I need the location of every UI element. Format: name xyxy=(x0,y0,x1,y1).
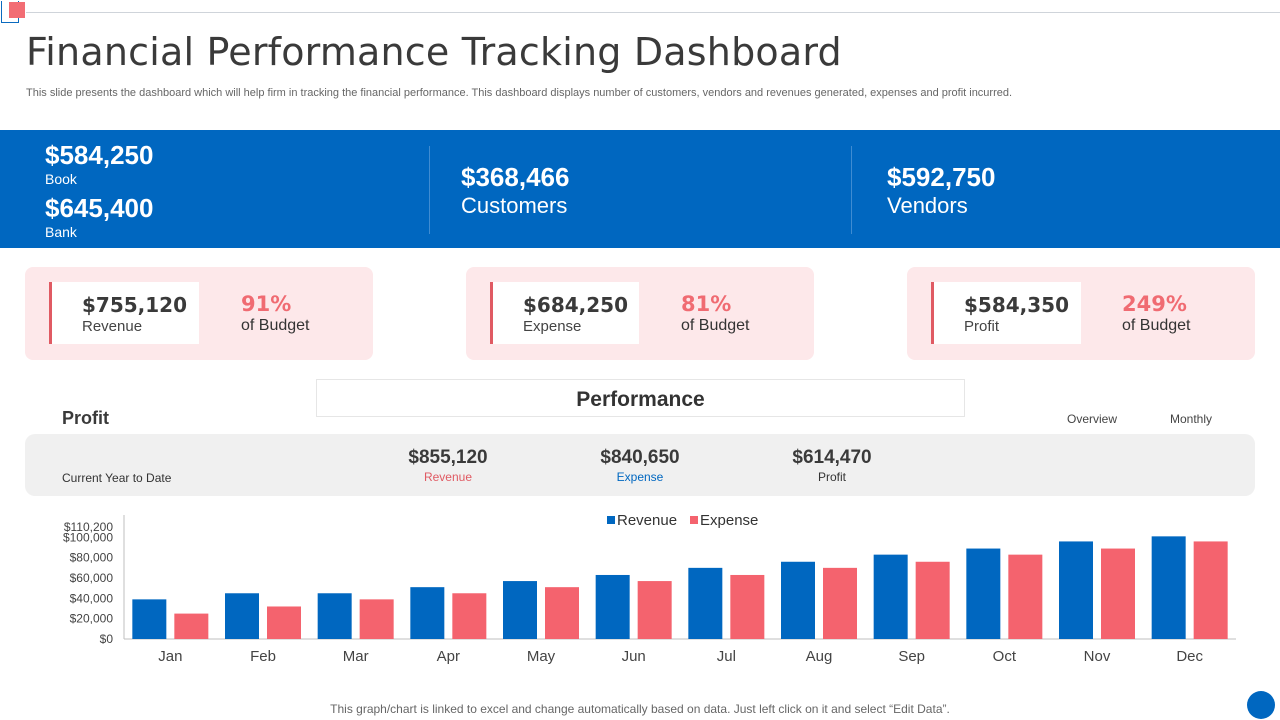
corner-dot-decoration xyxy=(1247,691,1275,719)
x-tick-label: Jan xyxy=(158,648,182,665)
revenue-bar-oct xyxy=(966,548,1001,639)
ytd-summary: Current Year to Date $855,120 Revenue $8… xyxy=(25,434,1255,496)
book-value: $584,250 xyxy=(45,140,154,170)
vendors-label: Vendors xyxy=(887,193,968,218)
x-tick-label: May xyxy=(527,648,556,665)
y-tick-label: $80,000 xyxy=(70,551,114,565)
profit-heading: Profit xyxy=(62,408,109,428)
performance-header: Performance xyxy=(316,379,965,417)
expense-bar-feb xyxy=(267,606,301,639)
revenue-legend-swatch xyxy=(607,516,615,524)
tab-monthly[interactable]: Monthly xyxy=(1170,412,1213,426)
profit-card: $584,350 Profit 249% of Budget xyxy=(907,267,1255,360)
bank-value: $645,400 xyxy=(45,193,154,223)
bank-label: Bank xyxy=(45,224,77,240)
ytd-expense-value: $840,650 xyxy=(600,447,680,468)
revenue-bar-aug xyxy=(781,561,815,639)
tab-overview[interactable]: Overview xyxy=(1067,412,1118,426)
y-tick-label: $0 xyxy=(100,632,114,646)
banner-divider xyxy=(851,146,852,234)
page-subtitle: This slide presents the dashboard which … xyxy=(26,87,1013,99)
expense-bar-oct xyxy=(1008,554,1043,639)
expense-bar-nov xyxy=(1101,548,1135,639)
customers-label: Customers xyxy=(461,193,568,218)
x-tick-label: Jul xyxy=(717,648,736,665)
x-tick-label: Sep xyxy=(898,648,925,665)
expense-amount: $684,250 xyxy=(523,293,629,317)
ytd-revenue-label: Revenue xyxy=(423,470,473,484)
revenue-bar-dec xyxy=(1151,536,1186,639)
vendors-value: $592,750 xyxy=(887,162,996,192)
profit-label: Profit xyxy=(964,318,1000,335)
ytd-profit-value: $614,470 xyxy=(792,447,872,468)
revenue-bar-jul xyxy=(688,567,723,639)
x-tick-label: Jun xyxy=(622,648,646,665)
revenue-bar-sep xyxy=(873,554,908,639)
revenue-legend-label: Revenue xyxy=(617,512,677,529)
y-tick-label: $100,000 xyxy=(63,530,113,544)
expense-bar-dec xyxy=(1193,541,1228,639)
profit-budget-pct: 249% xyxy=(1122,292,1187,316)
revenue-bar-feb xyxy=(225,593,259,639)
footnote: This graph/chart is linked to excel and … xyxy=(330,702,950,716)
expense-bar-mar xyxy=(359,599,394,639)
profit-amount: $584,350 xyxy=(964,293,1070,317)
profit-of-budget: of Budget xyxy=(1122,317,1191,334)
customers-value: $368,466 xyxy=(461,162,570,192)
expense-card: $684,250 Expense 81% of Budget xyxy=(466,267,814,360)
banner-divider xyxy=(429,146,430,234)
top-divider xyxy=(26,12,1280,13)
revenue-bar-apr xyxy=(410,587,445,639)
x-tick-label: Feb xyxy=(250,648,276,665)
expense-bar-apr xyxy=(452,593,487,639)
performance-title: Performance xyxy=(576,388,705,411)
revenue-bar-mar xyxy=(317,593,352,639)
y-tick-label: $110,200 xyxy=(64,520,113,534)
expense-of-budget: of Budget xyxy=(681,317,750,334)
revenue-bar-jan xyxy=(132,599,167,639)
expense-bar-jun xyxy=(637,581,672,639)
expense-bar-jan xyxy=(174,613,209,639)
expense-legend-label: Expense xyxy=(700,512,758,529)
monthly-bar-chart[interactable]: $0 $20,000 $40,000 $60,000 $80,000 $100,000$1… xyxy=(40,505,1250,675)
corner-square-decoration xyxy=(9,2,25,18)
expense-budget-pct: 81% xyxy=(681,292,732,316)
y-tick-label: $60,000 xyxy=(70,571,114,585)
revenue-card-inner: $755,120 Revenue xyxy=(49,282,199,344)
kpi-banner: $584,250 Book $645,400 Bank $368,466 Cus… xyxy=(0,130,1280,248)
y-tick-label: $20,000 xyxy=(70,612,114,626)
x-tick-label: Dec xyxy=(1176,648,1203,665)
page-title: Financial Performance Tracking Dashboard xyxy=(26,30,842,74)
revenue-budget-pct: 91% xyxy=(241,292,292,316)
revenue-of-budget: of Budget xyxy=(241,317,310,334)
expense-card-inner: $684,250 Expense xyxy=(490,282,639,344)
x-tick-label: Nov xyxy=(1084,648,1111,665)
book-label: Book xyxy=(45,171,77,187)
expense-bar-jul xyxy=(730,574,765,639)
ytd-profit-label: Profit xyxy=(817,470,846,484)
expense-legend-swatch xyxy=(690,516,698,524)
revenue-bar-may xyxy=(503,581,537,639)
revenue-bar-jun xyxy=(595,574,630,639)
expense-bar-aug xyxy=(823,567,857,639)
ytd-expense-label: Expense xyxy=(616,470,664,484)
x-tick-label: Mar xyxy=(343,648,369,665)
revenue-card: $755,120 Revenue 91% of Budget xyxy=(25,267,373,360)
revenue-bar-nov xyxy=(1059,541,1093,639)
y-tick-label: $40,000 xyxy=(70,591,114,605)
expense-bar-may xyxy=(545,587,579,639)
ytd-label: Current Year to Date xyxy=(62,471,172,485)
x-tick-label: Apr xyxy=(437,648,460,665)
ytd-revenue-value: $855,120 xyxy=(408,447,488,468)
revenue-label: Revenue xyxy=(82,318,143,335)
expense-label: Expense xyxy=(523,318,582,335)
profit-card-inner: $584,350 Profit xyxy=(931,282,1081,344)
revenue-amount: $755,120 xyxy=(82,293,188,317)
x-tick-label: Oct xyxy=(993,648,1017,665)
expense-bar-sep xyxy=(915,561,950,639)
x-tick-label: Aug xyxy=(806,648,833,665)
